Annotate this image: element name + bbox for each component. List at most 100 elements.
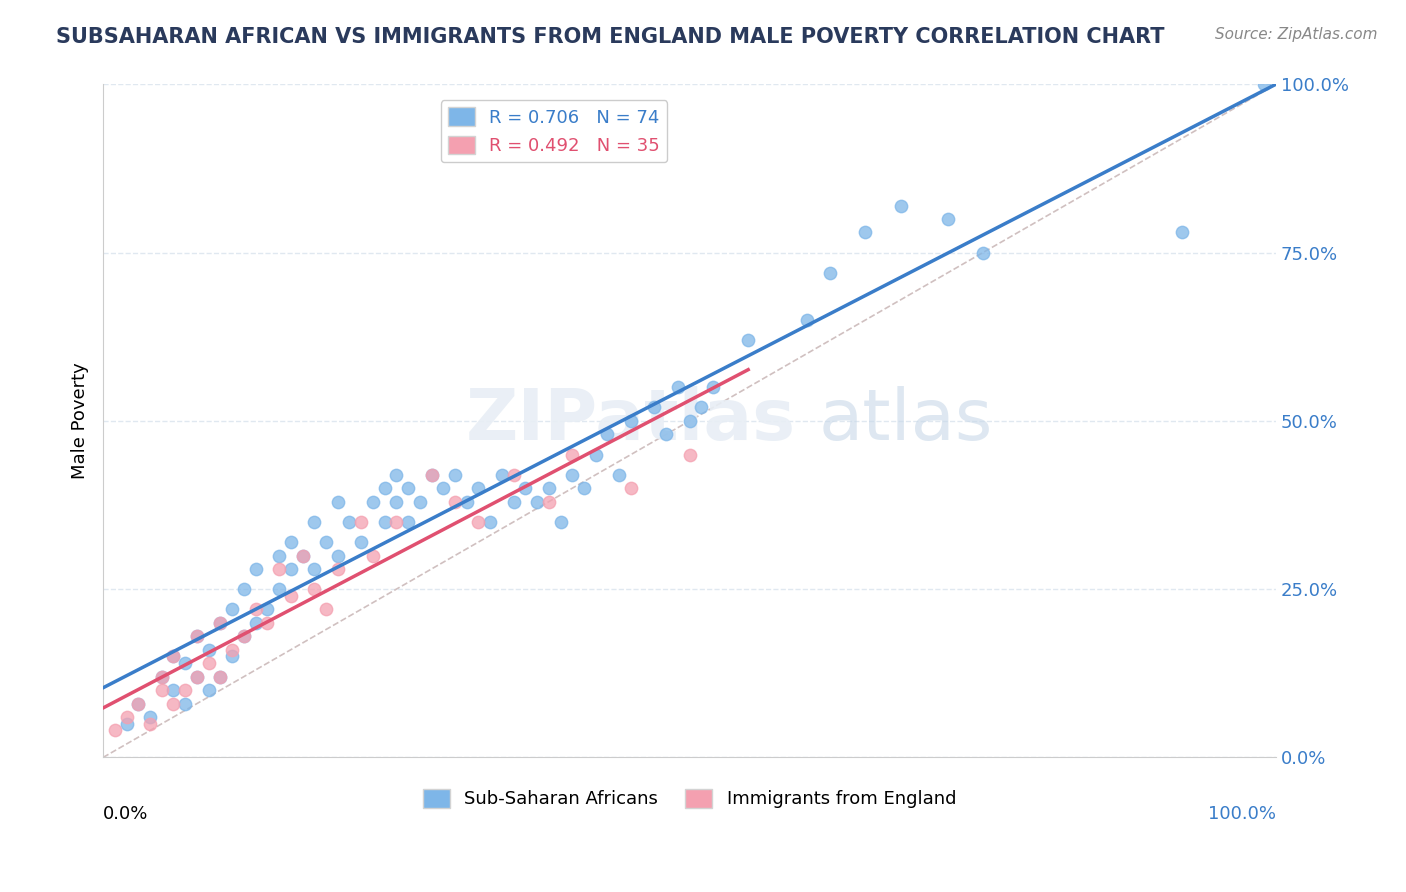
- Point: [139, 710, 162, 724]
- Point: [186, 629, 208, 643]
- Point: [326, 562, 349, 576]
- Point: [620, 481, 643, 495]
- Point: [291, 549, 314, 563]
- Point: [267, 582, 290, 596]
- Point: [221, 649, 243, 664]
- Point: [361, 494, 384, 508]
- Point: [385, 494, 408, 508]
- Point: [115, 710, 138, 724]
- Text: 100.0%: 100.0%: [1208, 805, 1277, 822]
- Point: [479, 515, 502, 529]
- Point: [350, 535, 373, 549]
- Point: [491, 467, 513, 482]
- Point: [280, 589, 302, 603]
- Point: [467, 515, 489, 529]
- Point: [972, 245, 994, 260]
- Point: [291, 549, 314, 563]
- Point: [315, 602, 337, 616]
- Point: [396, 515, 419, 529]
- Point: [456, 494, 478, 508]
- Point: [420, 467, 443, 482]
- Text: atlas: atlas: [818, 386, 993, 456]
- Point: [150, 670, 173, 684]
- Text: 0.0%: 0.0%: [103, 805, 149, 822]
- Point: [267, 549, 290, 563]
- Point: [409, 494, 432, 508]
- Point: [350, 515, 373, 529]
- Point: [256, 615, 278, 630]
- Legend: Sub-Saharan Africans, Immigrants from England: Sub-Saharan Africans, Immigrants from En…: [416, 782, 963, 815]
- Point: [678, 414, 700, 428]
- Point: [1253, 78, 1275, 92]
- Point: [890, 198, 912, 212]
- Point: [820, 266, 842, 280]
- Point: [174, 697, 197, 711]
- Text: ZIPatlas: ZIPatlas: [465, 386, 796, 456]
- Point: [467, 481, 489, 495]
- Point: [339, 515, 361, 529]
- Point: [280, 562, 302, 576]
- Point: [502, 467, 524, 482]
- Point: [537, 494, 560, 508]
- Point: [537, 481, 560, 495]
- Point: [267, 562, 290, 576]
- Point: [374, 515, 396, 529]
- Point: [737, 333, 759, 347]
- Point: [432, 481, 454, 495]
- Point: [607, 467, 630, 482]
- Point: [162, 649, 184, 664]
- Text: SUBSAHARAN AFRICAN VS IMMIGRANTS FROM ENGLAND MALE POVERTY CORRELATION CHART: SUBSAHARAN AFRICAN VS IMMIGRANTS FROM EN…: [56, 27, 1164, 46]
- Point: [796, 313, 818, 327]
- Point: [197, 683, 219, 698]
- Point: [855, 226, 877, 240]
- Point: [420, 467, 443, 482]
- Point: [245, 615, 267, 630]
- Point: [186, 629, 208, 643]
- Y-axis label: Male Poverty: Male Poverty: [72, 362, 89, 479]
- Point: [361, 549, 384, 563]
- Point: [526, 494, 548, 508]
- Point: [186, 670, 208, 684]
- Point: [502, 494, 524, 508]
- Point: [162, 649, 184, 664]
- Point: [209, 670, 232, 684]
- Text: Source: ZipAtlas.com: Source: ZipAtlas.com: [1215, 27, 1378, 42]
- Point: [396, 481, 419, 495]
- Point: [690, 401, 713, 415]
- Point: [326, 494, 349, 508]
- Point: [666, 380, 689, 394]
- Point: [702, 380, 724, 394]
- Point: [302, 582, 325, 596]
- Point: [561, 467, 583, 482]
- Point: [150, 670, 173, 684]
- Point: [572, 481, 595, 495]
- Point: [127, 697, 149, 711]
- Point: [221, 602, 243, 616]
- Point: [444, 467, 467, 482]
- Point: [197, 656, 219, 670]
- Point: [315, 535, 337, 549]
- Point: [515, 481, 537, 495]
- Point: [596, 427, 619, 442]
- Point: [245, 602, 267, 616]
- Point: [385, 515, 408, 529]
- Point: [232, 582, 254, 596]
- Point: [162, 697, 184, 711]
- Point: [232, 629, 254, 643]
- Point: [385, 467, 408, 482]
- Point: [561, 448, 583, 462]
- Point: [585, 448, 607, 462]
- Point: [444, 494, 467, 508]
- Point: [302, 515, 325, 529]
- Point: [374, 481, 396, 495]
- Point: [256, 602, 278, 616]
- Point: [209, 615, 232, 630]
- Point: [221, 642, 243, 657]
- Point: [174, 656, 197, 670]
- Point: [936, 212, 959, 227]
- Point: [150, 683, 173, 698]
- Point: [232, 629, 254, 643]
- Point: [139, 716, 162, 731]
- Point: [209, 615, 232, 630]
- Point: [326, 549, 349, 563]
